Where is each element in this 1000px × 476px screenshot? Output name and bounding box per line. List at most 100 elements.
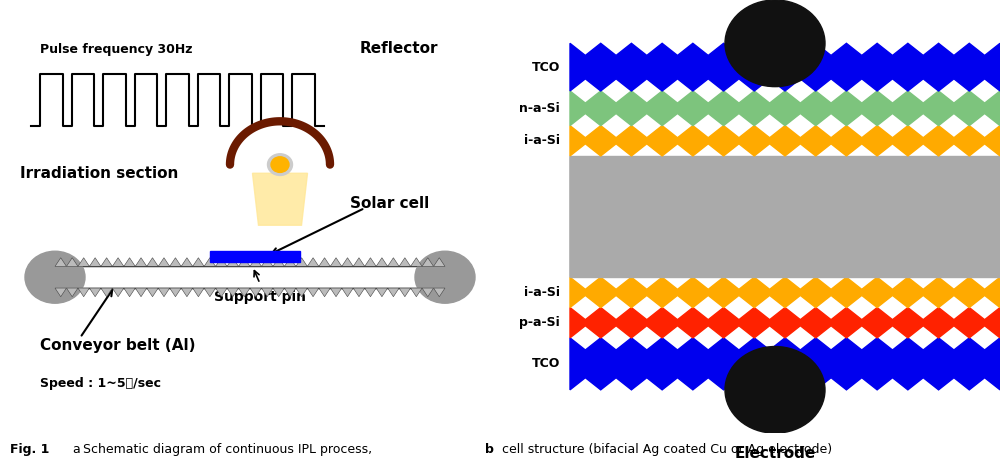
Polygon shape bbox=[135, 258, 147, 267]
Polygon shape bbox=[124, 258, 135, 267]
Polygon shape bbox=[170, 258, 181, 267]
Polygon shape bbox=[399, 258, 411, 267]
Polygon shape bbox=[273, 288, 284, 297]
Polygon shape bbox=[365, 258, 376, 267]
Polygon shape bbox=[319, 258, 330, 267]
Polygon shape bbox=[158, 258, 170, 267]
Polygon shape bbox=[216, 288, 227, 297]
Polygon shape bbox=[284, 258, 296, 267]
Text: cell structure (bifacial Ag coated Cu or Ag electrode): cell structure (bifacial Ag coated Cu or… bbox=[498, 443, 832, 456]
Polygon shape bbox=[434, 258, 445, 267]
Polygon shape bbox=[570, 338, 1000, 390]
Polygon shape bbox=[193, 288, 204, 297]
Circle shape bbox=[271, 157, 289, 172]
Polygon shape bbox=[227, 258, 239, 267]
Polygon shape bbox=[239, 258, 250, 267]
Circle shape bbox=[725, 0, 825, 87]
Polygon shape bbox=[78, 288, 89, 297]
Text: Schematic diagram of continuous IPL process,: Schematic diagram of continuous IPL proc… bbox=[83, 443, 376, 456]
Bar bbox=[570, 156, 1000, 277]
Polygon shape bbox=[411, 258, 422, 267]
Polygon shape bbox=[570, 156, 1000, 277]
Circle shape bbox=[725, 347, 825, 433]
Text: TCO: TCO bbox=[532, 60, 560, 74]
Polygon shape bbox=[55, 258, 66, 267]
Text: Electrode: Electrode bbox=[734, 446, 816, 461]
Polygon shape bbox=[239, 288, 250, 297]
Polygon shape bbox=[204, 258, 216, 267]
Text: Pulse frequency 30Hz: Pulse frequency 30Hz bbox=[40, 43, 192, 56]
Polygon shape bbox=[319, 288, 330, 297]
Polygon shape bbox=[158, 288, 170, 297]
Bar bbox=[210, 251, 300, 262]
Polygon shape bbox=[273, 258, 284, 267]
Polygon shape bbox=[181, 258, 193, 267]
Text: a: a bbox=[65, 443, 85, 456]
Polygon shape bbox=[434, 288, 445, 297]
Polygon shape bbox=[307, 258, 319, 267]
Polygon shape bbox=[66, 258, 78, 267]
Polygon shape bbox=[147, 288, 158, 297]
Text: Irradiation section: Irradiation section bbox=[20, 166, 178, 181]
Polygon shape bbox=[101, 258, 112, 267]
Polygon shape bbox=[296, 288, 307, 297]
Text: Fig. 1: Fig. 1 bbox=[10, 443, 49, 456]
Polygon shape bbox=[252, 173, 308, 225]
Polygon shape bbox=[89, 258, 101, 267]
Polygon shape bbox=[342, 288, 353, 297]
Polygon shape bbox=[250, 288, 261, 297]
Polygon shape bbox=[250, 258, 261, 267]
Polygon shape bbox=[227, 288, 239, 297]
Text: n-Si: n-Si bbox=[872, 208, 908, 226]
Polygon shape bbox=[422, 258, 434, 267]
Polygon shape bbox=[101, 288, 112, 297]
Text: Conveyor belt (Al): Conveyor belt (Al) bbox=[40, 338, 196, 353]
Polygon shape bbox=[388, 258, 399, 267]
Polygon shape bbox=[570, 307, 1000, 338]
Polygon shape bbox=[261, 258, 273, 267]
Polygon shape bbox=[411, 288, 422, 297]
Polygon shape bbox=[422, 288, 434, 297]
Text: i-a-Si: i-a-Si bbox=[524, 134, 560, 147]
Polygon shape bbox=[365, 288, 376, 297]
Polygon shape bbox=[570, 43, 1000, 91]
Polygon shape bbox=[78, 258, 89, 267]
Polygon shape bbox=[376, 288, 388, 297]
Polygon shape bbox=[353, 288, 365, 297]
Polygon shape bbox=[89, 288, 101, 297]
Text: Solar cell: Solar cell bbox=[350, 196, 429, 211]
Polygon shape bbox=[570, 91, 1000, 126]
Text: Reflector: Reflector bbox=[360, 41, 438, 56]
Circle shape bbox=[25, 251, 85, 303]
Polygon shape bbox=[284, 288, 296, 297]
Polygon shape bbox=[147, 258, 158, 267]
Circle shape bbox=[268, 154, 292, 176]
Polygon shape bbox=[204, 288, 216, 297]
Polygon shape bbox=[216, 258, 227, 267]
Polygon shape bbox=[570, 126, 1000, 156]
Text: b: b bbox=[485, 443, 494, 456]
Polygon shape bbox=[181, 288, 193, 297]
Text: TCO: TCO bbox=[532, 357, 560, 370]
Polygon shape bbox=[170, 288, 181, 297]
Circle shape bbox=[415, 251, 475, 303]
Polygon shape bbox=[135, 288, 147, 297]
Polygon shape bbox=[330, 288, 342, 297]
Text: Speed : 1~5㎝/sec: Speed : 1~5㎝/sec bbox=[40, 377, 161, 390]
Polygon shape bbox=[376, 258, 388, 267]
Polygon shape bbox=[66, 288, 78, 297]
Polygon shape bbox=[353, 258, 365, 267]
Text: p-a-Si: p-a-Si bbox=[519, 316, 560, 329]
Polygon shape bbox=[307, 288, 319, 297]
Polygon shape bbox=[399, 288, 411, 297]
Polygon shape bbox=[55, 288, 66, 297]
Polygon shape bbox=[261, 288, 273, 297]
Polygon shape bbox=[112, 258, 124, 267]
Polygon shape bbox=[388, 288, 399, 297]
Bar bbox=[570, 157, 1000, 276]
Polygon shape bbox=[124, 288, 135, 297]
Text: Support pin: Support pin bbox=[214, 290, 306, 304]
Polygon shape bbox=[193, 258, 204, 267]
Polygon shape bbox=[342, 258, 353, 267]
Text: n-a-Si: n-a-Si bbox=[519, 102, 560, 115]
